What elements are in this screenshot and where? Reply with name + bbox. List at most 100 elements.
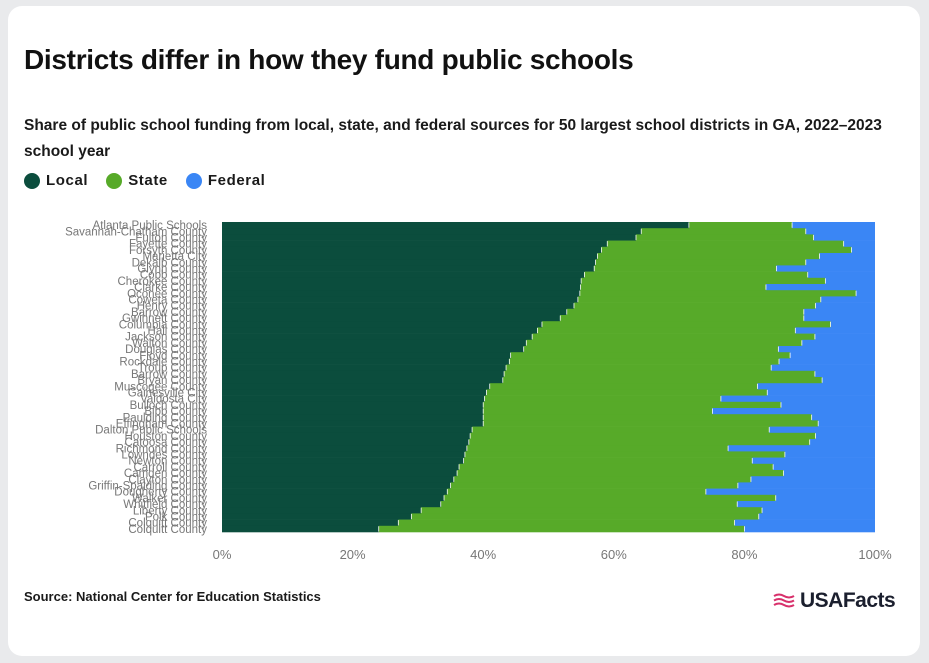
bar-segment-state xyxy=(595,259,806,266)
bar-segment-federal xyxy=(757,383,875,390)
chart-title: Districts differ in how they fund public… xyxy=(24,44,634,75)
bar-segment-local xyxy=(222,519,399,527)
category-label: Floyd County xyxy=(139,350,207,362)
category-label: Fayette County xyxy=(129,239,207,251)
category-label: Effingham County xyxy=(116,419,207,431)
bar-segment-state xyxy=(526,339,802,347)
bars-group xyxy=(222,222,875,533)
bar-segment-local xyxy=(222,346,524,353)
bar-segment-local xyxy=(222,476,454,483)
legend-item-state: State xyxy=(106,172,168,189)
category-label: Glynn County xyxy=(137,264,207,276)
bar-segment-state xyxy=(483,420,819,427)
bar-segment-federal xyxy=(767,389,875,396)
bar-segment-local xyxy=(222,408,484,415)
bar-segment-state xyxy=(421,507,763,514)
bar-segment-state xyxy=(523,346,779,353)
category-label: Cherokee County xyxy=(118,276,208,288)
category-label: Colquitt County xyxy=(128,518,207,530)
category-label: Lowndes County xyxy=(121,450,207,462)
bar-segment-state xyxy=(483,408,713,415)
bar-segment-federal xyxy=(728,445,875,452)
bar-segment-local xyxy=(222,426,473,434)
bar-segment-federal xyxy=(814,370,875,378)
category-label: Paulding County xyxy=(123,412,208,424)
bar-segment-federal xyxy=(775,494,875,502)
legend-item-local: Local xyxy=(24,172,88,189)
category-label: Clarke County xyxy=(134,282,207,294)
bar-segment-federal xyxy=(807,271,875,279)
bar-segment-local xyxy=(222,308,567,316)
bar-segment-state xyxy=(594,265,777,272)
category-label: Liberty County xyxy=(133,505,207,517)
bar-segment-local xyxy=(222,445,467,452)
category-label: Dalton Public Schools xyxy=(95,425,207,437)
bar-segment-local xyxy=(222,377,503,384)
bar-segment-state xyxy=(506,364,772,372)
category-label: Barrow County xyxy=(131,369,207,381)
bar-segment-state xyxy=(378,525,745,533)
bar-segment-local xyxy=(222,488,448,496)
bar-segment-local xyxy=(222,222,689,229)
bar-segment-local xyxy=(222,253,598,260)
bar-segment-state xyxy=(468,439,810,446)
bar-segment-federal xyxy=(762,507,875,514)
bar-segment-state xyxy=(447,488,706,496)
category-label: Whitfield County xyxy=(123,499,207,511)
bar-segment-federal xyxy=(825,277,875,285)
category-label: Muscogee County xyxy=(114,381,207,393)
bar-segment-federal xyxy=(830,321,875,328)
category-label: Clayton County xyxy=(128,474,207,486)
bar-segment-local xyxy=(222,414,484,421)
category-label: Cobb County xyxy=(140,270,207,282)
category-label: Griffin-Spalding County xyxy=(88,481,207,493)
bar-segment-local xyxy=(222,271,585,279)
bar-segment-federal xyxy=(843,240,875,248)
bar-segment-federal xyxy=(734,519,875,527)
category-label: Rockdale County xyxy=(119,357,207,369)
bar-segment-local xyxy=(222,507,422,514)
bar-segment-local xyxy=(222,234,636,241)
category-label: Carroll County xyxy=(134,462,208,474)
bar-segment-state xyxy=(464,451,785,458)
bar-segment-state xyxy=(532,333,815,341)
bar-segment-state xyxy=(504,370,815,378)
bar-segment-local xyxy=(222,339,527,347)
bar-segment-state xyxy=(470,432,816,440)
legend: Local State Federal xyxy=(24,172,265,189)
bar-segment-local xyxy=(222,451,465,458)
bar-segment-federal xyxy=(822,377,875,384)
category-label: Bulloch County xyxy=(130,400,208,412)
category-label: Houston County xyxy=(125,431,208,443)
category-label: Jackson County xyxy=(125,332,207,344)
x-tick-label: 40% xyxy=(470,547,496,562)
bar-segment-federal xyxy=(809,439,875,446)
bar-segment-state xyxy=(457,470,784,477)
bar-segment-local xyxy=(222,432,471,440)
bar-segment-federal xyxy=(820,296,875,303)
bar-segment-local xyxy=(222,302,574,310)
bar-segment-state xyxy=(483,401,781,409)
bar-segment-local xyxy=(222,395,485,403)
category-label: Barrow County xyxy=(131,307,207,319)
bar-segment-local xyxy=(222,259,596,266)
bar-segment-state xyxy=(453,476,751,483)
bar-segment-federal xyxy=(801,339,875,347)
category-label: Colquitt County xyxy=(128,524,207,536)
bar-segment-local xyxy=(222,284,581,291)
category-label: Catoosa County xyxy=(125,437,208,449)
usafacts-logo: USAFacts xyxy=(772,589,896,613)
x-tick-label: 20% xyxy=(340,547,366,562)
bar-segment-state xyxy=(398,519,735,527)
bar-segment-state xyxy=(411,513,759,520)
bar-segment-local xyxy=(222,494,445,502)
bar-segment-state xyxy=(641,228,806,235)
bar-segment-local xyxy=(222,420,484,427)
bar-segment-state xyxy=(636,234,814,241)
bar-segment-federal xyxy=(744,525,875,533)
bar-segment-federal xyxy=(856,290,875,297)
bar-segment-local xyxy=(222,290,580,297)
bar-segment-federal xyxy=(769,426,875,434)
category-label: Bryan County xyxy=(137,375,207,387)
legend-dot-state xyxy=(106,172,123,189)
